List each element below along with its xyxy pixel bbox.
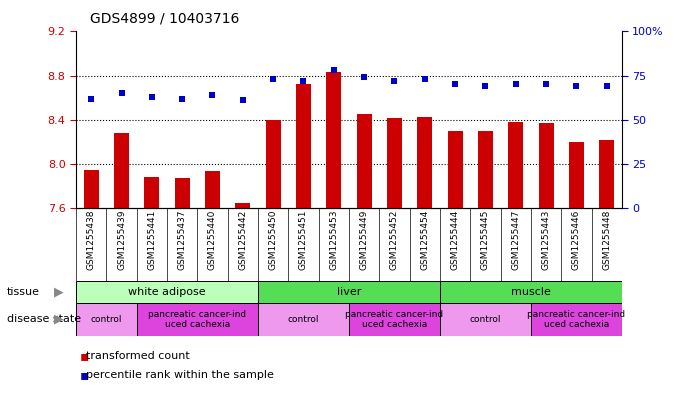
Point xyxy=(207,92,218,98)
Text: GDS4899 / 10403716: GDS4899 / 10403716 xyxy=(90,12,239,26)
Point xyxy=(510,81,521,88)
Text: disease state: disease state xyxy=(7,314,81,324)
Text: pancreatic cancer-ind
uced cachexia: pancreatic cancer-ind uced cachexia xyxy=(149,310,247,329)
Text: ▪: ▪ xyxy=(79,368,89,382)
Bar xyxy=(258,281,440,303)
Text: percentile rank within the sample: percentile rank within the sample xyxy=(86,370,274,380)
Text: liver: liver xyxy=(337,287,361,297)
Bar xyxy=(508,122,523,393)
Text: white adipose: white adipose xyxy=(128,287,206,297)
Point xyxy=(359,74,370,81)
Point xyxy=(86,95,97,102)
Point xyxy=(601,83,612,90)
Bar xyxy=(326,72,341,393)
Text: pancreatic cancer-ind
uced cachexia: pancreatic cancer-ind uced cachexia xyxy=(527,310,625,329)
Bar xyxy=(235,203,250,393)
Point xyxy=(298,78,309,84)
Bar xyxy=(417,117,433,393)
Bar xyxy=(76,281,258,303)
Text: muscle: muscle xyxy=(511,287,551,297)
Bar xyxy=(448,131,463,393)
Point xyxy=(267,76,278,83)
Point xyxy=(116,90,127,96)
Text: pancreatic cancer-ind
uced cachexia: pancreatic cancer-ind uced cachexia xyxy=(346,310,444,329)
Bar xyxy=(387,118,402,393)
Bar xyxy=(76,303,137,336)
Point xyxy=(480,83,491,90)
Point xyxy=(450,81,461,88)
Bar xyxy=(478,131,493,393)
Text: control: control xyxy=(287,315,319,324)
Text: ▪: ▪ xyxy=(79,349,89,363)
Bar xyxy=(349,303,440,336)
Text: control: control xyxy=(91,315,122,324)
Bar xyxy=(144,177,160,393)
Point xyxy=(419,76,430,83)
Bar xyxy=(258,303,349,336)
Bar xyxy=(296,84,311,393)
Bar xyxy=(205,171,220,393)
Text: ▶: ▶ xyxy=(54,313,64,326)
Point xyxy=(571,83,582,90)
Bar xyxy=(84,170,99,393)
Bar xyxy=(265,120,281,393)
Bar xyxy=(137,303,258,336)
Bar xyxy=(569,142,584,393)
Bar xyxy=(357,114,372,393)
Bar xyxy=(531,303,622,336)
Bar xyxy=(440,303,531,336)
Point xyxy=(237,97,248,103)
Bar xyxy=(599,140,614,393)
Bar xyxy=(175,178,190,393)
Point xyxy=(328,67,339,73)
Point xyxy=(146,94,158,100)
Point xyxy=(540,81,551,88)
Text: ▶: ▶ xyxy=(54,285,64,298)
Bar xyxy=(114,133,129,393)
Point xyxy=(389,78,400,84)
Text: control: control xyxy=(470,315,501,324)
Point xyxy=(177,95,188,102)
Bar xyxy=(538,123,553,393)
Bar xyxy=(440,281,622,303)
Text: transformed count: transformed count xyxy=(86,351,190,361)
Text: tissue: tissue xyxy=(7,287,40,297)
